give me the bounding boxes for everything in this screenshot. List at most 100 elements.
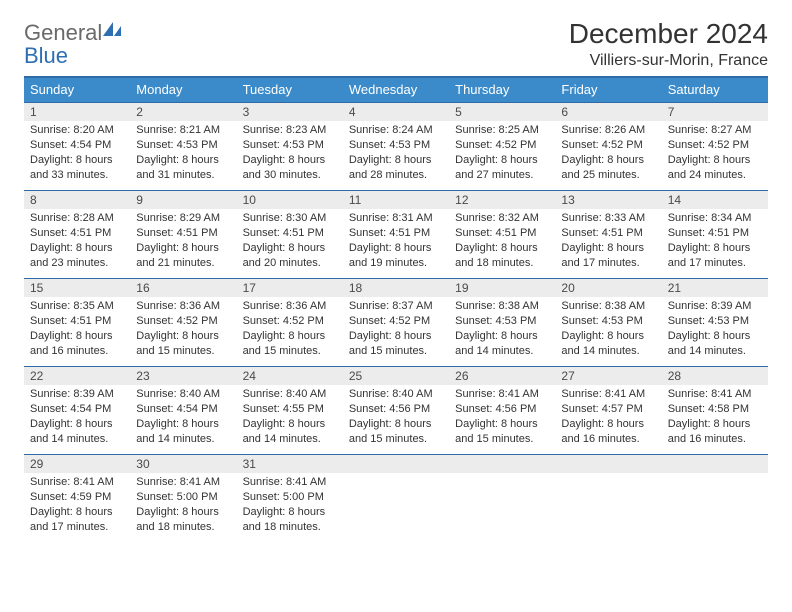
sunrise-text: Sunrise: 8:29 AM bbox=[136, 211, 230, 226]
day-header: Tuesday bbox=[237, 78, 343, 102]
day-cell: 5Sunrise: 8:25 AMSunset: 4:52 PMDaylight… bbox=[449, 102, 555, 190]
sunrise-text: Sunrise: 8:41 AM bbox=[30, 475, 124, 490]
day-cell: 3Sunrise: 8:23 AMSunset: 4:53 PMDaylight… bbox=[237, 102, 343, 190]
title-block: December 2024 Villiers-sur-Morin, France bbox=[569, 18, 768, 70]
day-cell: 9Sunrise: 8:29 AMSunset: 4:51 PMDaylight… bbox=[130, 190, 236, 278]
sunset-text: Sunset: 4:59 PM bbox=[30, 490, 124, 505]
daylight-text: Daylight: 8 hours and 14 minutes. bbox=[243, 417, 337, 447]
sunrise-text: Sunrise: 8:40 AM bbox=[349, 387, 443, 402]
day-number: 28 bbox=[662, 367, 768, 385]
day-header: Friday bbox=[555, 78, 661, 102]
sunset-text: Sunset: 4:51 PM bbox=[668, 226, 762, 241]
day-number: 20 bbox=[555, 279, 661, 297]
sunrise-text: Sunrise: 8:23 AM bbox=[243, 123, 337, 138]
day-details: Sunrise: 8:26 AMSunset: 4:52 PMDaylight:… bbox=[555, 121, 661, 188]
day-cell: 8Sunrise: 8:28 AMSunset: 4:51 PMDaylight… bbox=[24, 190, 130, 278]
day-number: 12 bbox=[449, 191, 555, 209]
daylight-text: Daylight: 8 hours and 16 minutes. bbox=[668, 417, 762, 447]
daylight-text: Daylight: 8 hours and 20 minutes. bbox=[243, 241, 337, 271]
day-details: Sunrise: 8:27 AMSunset: 4:52 PMDaylight:… bbox=[662, 121, 768, 188]
day-number: 7 bbox=[662, 103, 768, 121]
sunset-text: Sunset: 4:53 PM bbox=[136, 138, 230, 153]
day-cell: 14Sunrise: 8:34 AMSunset: 4:51 PMDayligh… bbox=[662, 190, 768, 278]
empty-bar bbox=[343, 455, 449, 473]
sunset-text: Sunset: 4:52 PM bbox=[668, 138, 762, 153]
daylight-text: Daylight: 8 hours and 14 minutes. bbox=[30, 417, 124, 447]
day-details: Sunrise: 8:41 AMSunset: 4:59 PMDaylight:… bbox=[24, 473, 130, 540]
day-details: Sunrise: 8:41 AMSunset: 4:57 PMDaylight:… bbox=[555, 385, 661, 452]
day-cell: 27Sunrise: 8:41 AMSunset: 4:57 PMDayligh… bbox=[555, 366, 661, 454]
sunrise-text: Sunrise: 8:39 AM bbox=[30, 387, 124, 402]
daylight-text: Daylight: 8 hours and 33 minutes. bbox=[30, 153, 124, 183]
day-number: 9 bbox=[130, 191, 236, 209]
sunrise-text: Sunrise: 8:27 AM bbox=[668, 123, 762, 138]
day-cell: 10Sunrise: 8:30 AMSunset: 4:51 PMDayligh… bbox=[237, 190, 343, 278]
sunrise-text: Sunrise: 8:21 AM bbox=[136, 123, 230, 138]
empty-cell bbox=[343, 454, 449, 542]
day-details: Sunrise: 8:35 AMSunset: 4:51 PMDaylight:… bbox=[24, 297, 130, 364]
sunset-text: Sunset: 4:55 PM bbox=[243, 402, 337, 417]
sunrise-text: Sunrise: 8:30 AM bbox=[243, 211, 337, 226]
day-details: Sunrise: 8:24 AMSunset: 4:53 PMDaylight:… bbox=[343, 121, 449, 188]
day-cell: 16Sunrise: 8:36 AMSunset: 4:52 PMDayligh… bbox=[130, 278, 236, 366]
empty-cell bbox=[449, 454, 555, 542]
daylight-text: Daylight: 8 hours and 14 minutes. bbox=[136, 417, 230, 447]
empty-bar bbox=[555, 455, 661, 473]
month-title: December 2024 bbox=[569, 18, 768, 50]
header: General Blue December 2024 Villiers-sur-… bbox=[24, 18, 768, 70]
day-details: Sunrise: 8:32 AMSunset: 4:51 PMDaylight:… bbox=[449, 209, 555, 276]
sunset-text: Sunset: 4:52 PM bbox=[349, 314, 443, 329]
day-number: 27 bbox=[555, 367, 661, 385]
sunrise-text: Sunrise: 8:36 AM bbox=[136, 299, 230, 314]
day-cell: 7Sunrise: 8:27 AMSunset: 4:52 PMDaylight… bbox=[662, 102, 768, 190]
sunrise-text: Sunrise: 8:38 AM bbox=[455, 299, 549, 314]
day-details: Sunrise: 8:36 AMSunset: 4:52 PMDaylight:… bbox=[237, 297, 343, 364]
day-cell: 19Sunrise: 8:38 AMSunset: 4:53 PMDayligh… bbox=[449, 278, 555, 366]
day-details: Sunrise: 8:36 AMSunset: 4:52 PMDaylight:… bbox=[130, 297, 236, 364]
day-number: 8 bbox=[24, 191, 130, 209]
sunset-text: Sunset: 4:53 PM bbox=[561, 314, 655, 329]
day-number: 5 bbox=[449, 103, 555, 121]
daylight-text: Daylight: 8 hours and 15 minutes. bbox=[243, 329, 337, 359]
daylight-text: Daylight: 8 hours and 14 minutes. bbox=[668, 329, 762, 359]
daylight-text: Daylight: 8 hours and 15 minutes. bbox=[349, 329, 443, 359]
daylight-text: Daylight: 8 hours and 23 minutes. bbox=[30, 241, 124, 271]
sunset-text: Sunset: 4:56 PM bbox=[349, 402, 443, 417]
day-cell: 18Sunrise: 8:37 AMSunset: 4:52 PMDayligh… bbox=[343, 278, 449, 366]
daylight-text: Daylight: 8 hours and 18 minutes. bbox=[136, 505, 230, 535]
day-details: Sunrise: 8:29 AMSunset: 4:51 PMDaylight:… bbox=[130, 209, 236, 276]
sunrise-text: Sunrise: 8:24 AM bbox=[349, 123, 443, 138]
brand-logo: General Blue bbox=[24, 18, 121, 68]
sunrise-text: Sunrise: 8:40 AM bbox=[136, 387, 230, 402]
sunrise-text: Sunrise: 8:40 AM bbox=[243, 387, 337, 402]
day-number: 1 bbox=[24, 103, 130, 121]
daylight-text: Daylight: 8 hours and 28 minutes. bbox=[349, 153, 443, 183]
day-number: 13 bbox=[555, 191, 661, 209]
day-details: Sunrise: 8:40 AMSunset: 4:54 PMDaylight:… bbox=[130, 385, 236, 452]
sail-icon bbox=[103, 22, 121, 41]
brand-part2: Blue bbox=[24, 43, 68, 68]
sunrise-text: Sunrise: 8:41 AM bbox=[136, 475, 230, 490]
sunrise-text: Sunrise: 8:32 AM bbox=[455, 211, 549, 226]
calendar-grid: SundayMondayTuesdayWednesdayThursdayFrid… bbox=[24, 76, 768, 542]
day-cell: 30Sunrise: 8:41 AMSunset: 5:00 PMDayligh… bbox=[130, 454, 236, 542]
sunset-text: Sunset: 4:54 PM bbox=[30, 138, 124, 153]
day-details: Sunrise: 8:41 AMSunset: 5:00 PMDaylight:… bbox=[130, 473, 236, 540]
daylight-text: Daylight: 8 hours and 18 minutes. bbox=[243, 505, 337, 535]
sunset-text: Sunset: 4:52 PM bbox=[136, 314, 230, 329]
daylight-text: Daylight: 8 hours and 14 minutes. bbox=[561, 329, 655, 359]
day-cell: 15Sunrise: 8:35 AMSunset: 4:51 PMDayligh… bbox=[24, 278, 130, 366]
day-details: Sunrise: 8:30 AMSunset: 4:51 PMDaylight:… bbox=[237, 209, 343, 276]
day-details: Sunrise: 8:38 AMSunset: 4:53 PMDaylight:… bbox=[449, 297, 555, 364]
daylight-text: Daylight: 8 hours and 31 minutes. bbox=[136, 153, 230, 183]
sunset-text: Sunset: 4:58 PM bbox=[668, 402, 762, 417]
sunset-text: Sunset: 4:53 PM bbox=[668, 314, 762, 329]
sunset-text: Sunset: 4:51 PM bbox=[30, 226, 124, 241]
day-details: Sunrise: 8:41 AMSunset: 4:56 PMDaylight:… bbox=[449, 385, 555, 452]
day-cell: 28Sunrise: 8:41 AMSunset: 4:58 PMDayligh… bbox=[662, 366, 768, 454]
sunset-text: Sunset: 4:51 PM bbox=[30, 314, 124, 329]
calendar-page: General Blue December 2024 Villiers-sur-… bbox=[0, 0, 792, 552]
day-number: 29 bbox=[24, 455, 130, 473]
day-cell: 11Sunrise: 8:31 AMSunset: 4:51 PMDayligh… bbox=[343, 190, 449, 278]
daylight-text: Daylight: 8 hours and 16 minutes. bbox=[30, 329, 124, 359]
